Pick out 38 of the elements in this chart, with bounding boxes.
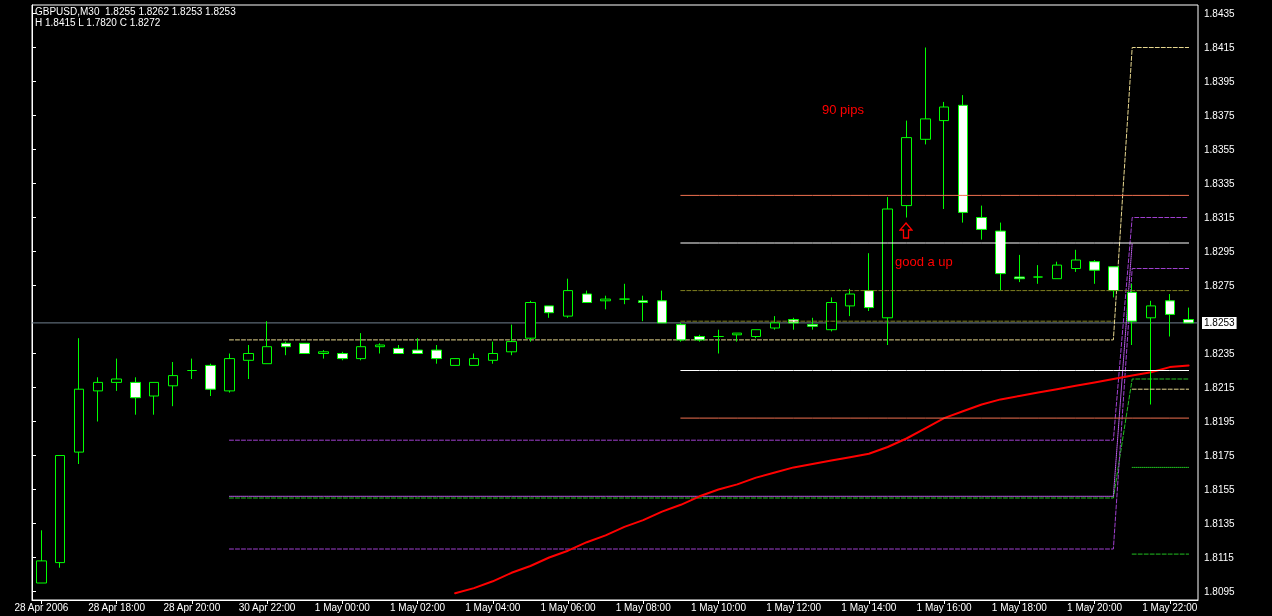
y-tick-label: 1.8195 (1204, 416, 1236, 427)
x-tick-label: 1 May 06:00 (540, 601, 596, 613)
y-tick-label: 1.8115 (1204, 552, 1235, 563)
y-tick-label: 1.8335 (1204, 178, 1236, 189)
x-tick-label: 1 May 00:00 (314, 601, 371, 613)
y-tick-label: 1.8155 (1204, 484, 1236, 495)
y-tick-label: 1.8095 (1204, 586, 1236, 597)
x-tick-label: 30 Apr 22:00 (238, 601, 296, 613)
text: H 1.8415 L 1.7820 C 1.8272 (35, 16, 161, 28)
x-tick-label: 1 May 02:00 (390, 601, 446, 613)
x-tick-label: 1 May 16:00 (916, 601, 973, 613)
y-tick-label: 1.8295 (1204, 246, 1236, 257)
y-tick-label: 1.8435 (1204, 8, 1236, 19)
y-tick-label: 1.8175 (1204, 450, 1236, 461)
y-tick-label: 1.8355 (1204, 144, 1236, 155)
y-tick-label: 1.8395 (1204, 76, 1236, 87)
x-tick-label: 28 Apr 18:00 (88, 601, 146, 613)
x-tick-label: 1 May 22:00 (1142, 601, 1198, 613)
x-tick-label: 1 May 20:00 (1067, 601, 1123, 613)
y-tick-label: 1.8215 (1204, 382, 1236, 393)
x-tick-label: 28 Apr 20:00 (163, 601, 221, 613)
y-tick-label: 1.8235 (1204, 348, 1236, 359)
y-tick-label: 1.8275 (1204, 280, 1236, 291)
annotation: 90 pips (822, 102, 865, 117)
y-tick-label: 1.8415 (1204, 42, 1236, 53)
y-tick-label: 1.8375 (1204, 110, 1236, 121)
x-tick-label: 28 Apr 2006 (14, 601, 69, 613)
x-tick-label: 1 May 10:00 (690, 601, 747, 613)
x-tick-label: 1 May 04:00 (465, 601, 521, 613)
x-tick-label: 1 May 08:00 (615, 601, 672, 613)
y-tick-label: 1.8135 (1204, 518, 1236, 529)
ref-line-label: 1.8253 (1204, 317, 1236, 329)
x-tick-label: 1 May 14:00 (841, 601, 897, 613)
x-tick-label: 1 May 12:00 (766, 601, 822, 613)
y-tick-label: 1.8315 (1204, 212, 1236, 223)
annotation: good a up (895, 254, 953, 269)
x-tick-label: 1 May 18:00 (991, 601, 1048, 613)
chart-title: GBPUSD,M30 1.8255 1.8262 1.8253 1.8253 (35, 5, 237, 17)
